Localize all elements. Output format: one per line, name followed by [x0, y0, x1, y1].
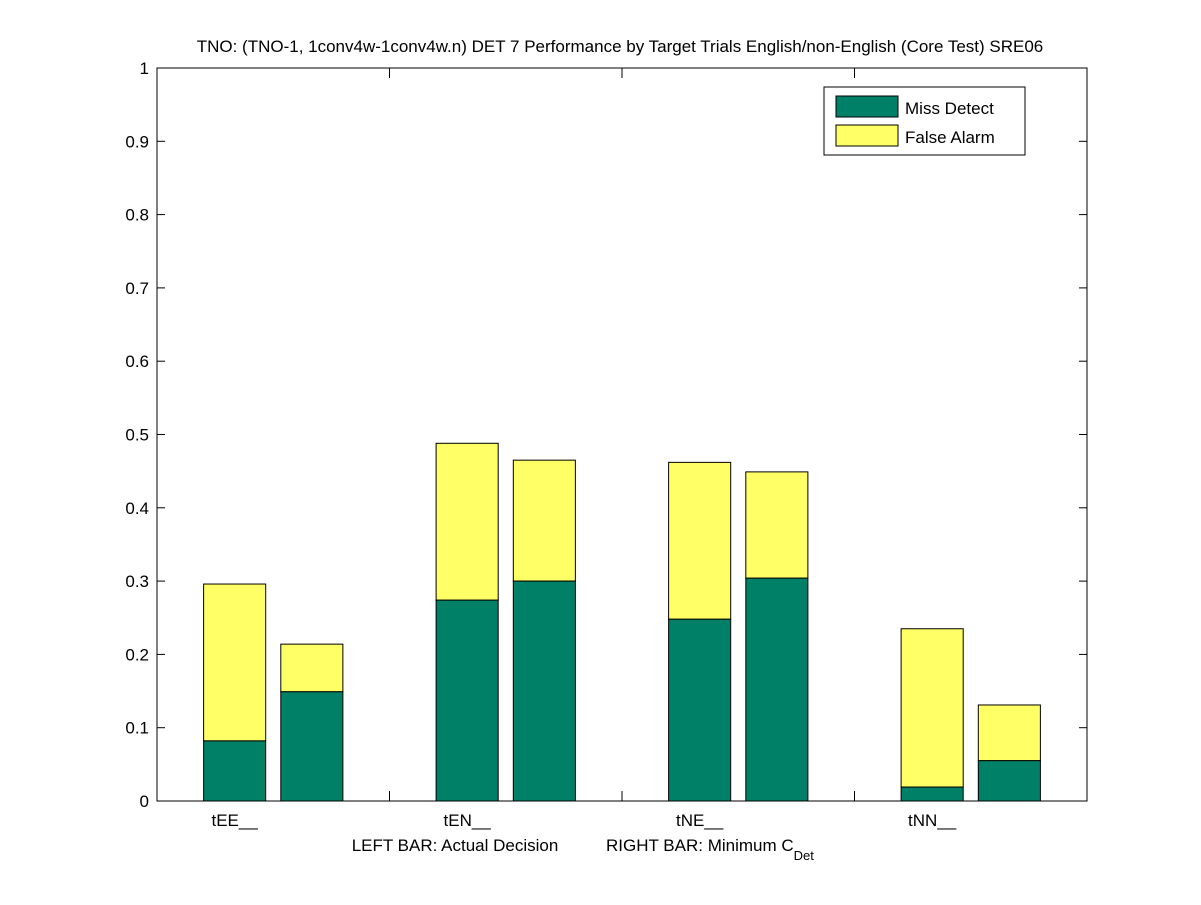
bar-miss-detect — [203, 740, 267, 802]
legend: Miss Detect False Alarm — [823, 86, 1026, 156]
x-tick-label: tNE__ — [676, 811, 724, 830]
chart-title: TNO: (TNO-1, 1conv4w-1conv4w.n) DET 7 Pe… — [197, 37, 1044, 56]
y-tick-label: 0.8 — [125, 206, 149, 225]
legend-swatch-miss — [835, 95, 899, 118]
bar-miss-detect — [745, 577, 809, 802]
legend-swatch-fa — [835, 124, 899, 147]
y-tick-label: 0.9 — [125, 132, 149, 151]
bar-false-alarm — [900, 628, 964, 788]
x-tick-label: tNN__ — [908, 811, 957, 830]
y-tick-label: 0.2 — [125, 645, 149, 664]
y-tick-label: 0.6 — [125, 352, 149, 371]
bar-miss-detect — [280, 691, 344, 802]
bar-miss-detect — [977, 760, 1041, 802]
y-tick-label: 0.7 — [125, 279, 149, 298]
bar-miss-detect — [668, 618, 732, 802]
y-tick-label: 1 — [140, 59, 149, 78]
y-tick-label: 0.1 — [125, 719, 149, 738]
bar-false-alarm — [745, 471, 809, 579]
legend-label-miss: Miss Detect — [905, 99, 994, 118]
bar-false-alarm — [435, 442, 499, 601]
xlabel-right: RIGHT BAR: Minimum CDet — [606, 836, 814, 863]
y-tick-label: 0.4 — [125, 499, 149, 518]
bar-false-alarm — [977, 704, 1041, 762]
bar-miss-detect — [435, 599, 499, 802]
x-tick-label: tEN__ — [444, 811, 492, 830]
bar-false-alarm — [203, 583, 267, 742]
bar-miss-detect — [512, 580, 576, 802]
x-tick-label: tEE__ — [211, 811, 258, 830]
bar-false-alarm — [512, 459, 576, 582]
bar-false-alarm — [280, 643, 344, 693]
bar-miss-detect — [900, 786, 964, 802]
y-tick-label: 0 — [140, 792, 149, 811]
bar-false-alarm — [668, 461, 732, 620]
legend-label-fa: False Alarm — [905, 128, 995, 147]
y-tick-label: 0.5 — [125, 426, 149, 445]
xlabel-left: LEFT BAR: Actual Decision — [352, 836, 559, 855]
y-tick-label: 0.3 — [125, 572, 149, 591]
